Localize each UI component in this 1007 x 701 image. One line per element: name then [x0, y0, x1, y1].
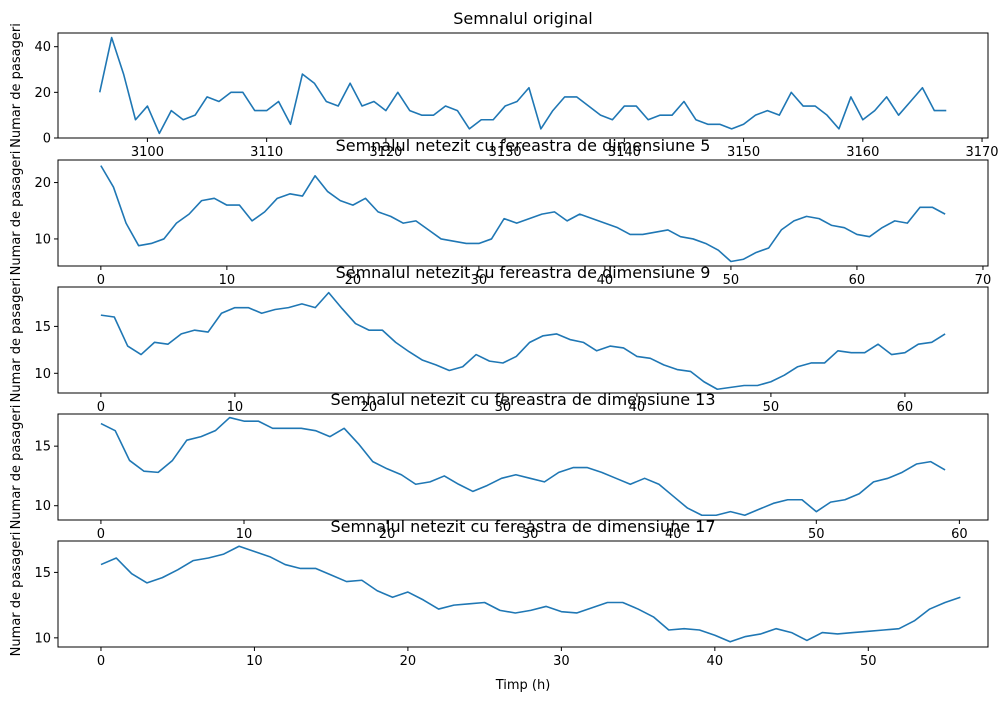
- series-line: [100, 165, 946, 263]
- y-tick-label: 15: [34, 440, 51, 455]
- x-tick-label: 20: [345, 273, 362, 288]
- series-line: [98, 36, 947, 135]
- y-tick-label: 20: [34, 86, 51, 101]
- y-axis-label: Numar de pasageri: [9, 278, 24, 403]
- x-tick-label: 30: [522, 527, 539, 542]
- subplot-title: Semnalul netezit cu fereastra de dimensi…: [330, 390, 715, 409]
- x-tick-label: 30: [553, 654, 570, 669]
- subplot-title: Semnalul netezit cu fereastra de dimensi…: [330, 517, 715, 536]
- axes-frame: [57, 159, 989, 267]
- y-axis-label: Numar de pasageri: [9, 532, 24, 657]
- x-tick-label: 50: [763, 400, 780, 415]
- x-tick-label: 3100: [131, 145, 164, 160]
- axes-frame: [57, 413, 989, 521]
- x-tick-label: 3150: [727, 145, 760, 160]
- x-tick-label: 20: [361, 400, 378, 415]
- x-tick-label: 3160: [846, 145, 879, 160]
- x-tick-label: 60: [951, 527, 968, 542]
- x-tick-label: 40: [629, 400, 646, 415]
- x-tick-label: 0: [97, 527, 105, 542]
- x-tick-label: 3110: [250, 145, 283, 160]
- y-tick-label: 10: [34, 232, 51, 247]
- subplot-1: 3100 3110 3120 3130 3140 3150 3160 3170 0 20 40 Sem…: [9, 9, 999, 160]
- x-tick-label: 10: [227, 400, 244, 415]
- x-tick-label: 30: [471, 273, 488, 288]
- x-tick-label: 0: [97, 654, 105, 669]
- x-tick-label: 10: [219, 273, 236, 288]
- x-tick-label: 3140: [608, 145, 641, 160]
- x-tick-label: 30: [495, 400, 512, 415]
- x-tick-label: 50: [723, 273, 740, 288]
- y-axis-label: Numar de pasageri: [9, 405, 24, 530]
- x-tick-label: 3170: [965, 145, 998, 160]
- x-tick-label: 20: [400, 654, 417, 669]
- x-tick-label: 50: [808, 527, 825, 542]
- x-tick-label: 60: [849, 273, 866, 288]
- x-tick-label: 40: [707, 654, 724, 669]
- y-tick-label: 0: [43, 132, 51, 147]
- subplot-3: 0 10 20 30 40 50 60 10 15 Semnalul netezit cu fer…: [9, 263, 989, 415]
- series-line: [100, 545, 961, 643]
- x-tick-label: 50: [860, 654, 877, 669]
- subplot-title: Semnalul netezit cu fereastra de dimensi…: [336, 263, 711, 282]
- series-line: [100, 416, 946, 517]
- x-tick-label: 20: [379, 527, 396, 542]
- x-tick-label: 0: [97, 273, 105, 288]
- x-tick-label: 40: [665, 527, 682, 542]
- y-tick-label: 40: [34, 40, 51, 55]
- x-tick-label: 40: [597, 273, 614, 288]
- y-tick-label: 15: [34, 320, 51, 335]
- y-axis-label: Numar de pasageri: [9, 151, 24, 276]
- axes-frame: [57, 32, 989, 139]
- x-tick-label: 3130: [489, 145, 522, 160]
- x-tick-label: 70: [975, 273, 992, 288]
- subplot-title: Semnalul netezit cu fereastra de dimensi…: [336, 136, 711, 155]
- y-tick-label: 10: [34, 499, 51, 514]
- x-tick-label: 10: [246, 654, 263, 669]
- series-line: [100, 291, 946, 391]
- axes-frame: [57, 286, 989, 394]
- y-axis-label: Numar de pasageri: [9, 23, 24, 148]
- y-tick-label: 15: [34, 566, 51, 581]
- y-tick-label: 20: [34, 176, 51, 191]
- subplot-title: Semnalul original: [453, 9, 592, 28]
- x-tick-label: 60: [897, 400, 914, 415]
- x-tick-label: 0: [97, 400, 105, 415]
- x-tick-label: 3120: [369, 145, 402, 160]
- subplot-5: 0 10 20 30 40 50 10 15 Semnalul netezit cu ferea…: [9, 517, 989, 693]
- y-tick-label: 10: [34, 367, 51, 382]
- subplot-4: 0 10 20 30 40 50 60 10 15 Semnalul netezit cu fer…: [9, 390, 989, 542]
- y-tick-label: 10: [34, 631, 51, 646]
- x-tick-label: 10: [236, 527, 253, 542]
- axes-frame: [57, 540, 989, 648]
- x-axis-label: Timp (h): [495, 678, 551, 693]
